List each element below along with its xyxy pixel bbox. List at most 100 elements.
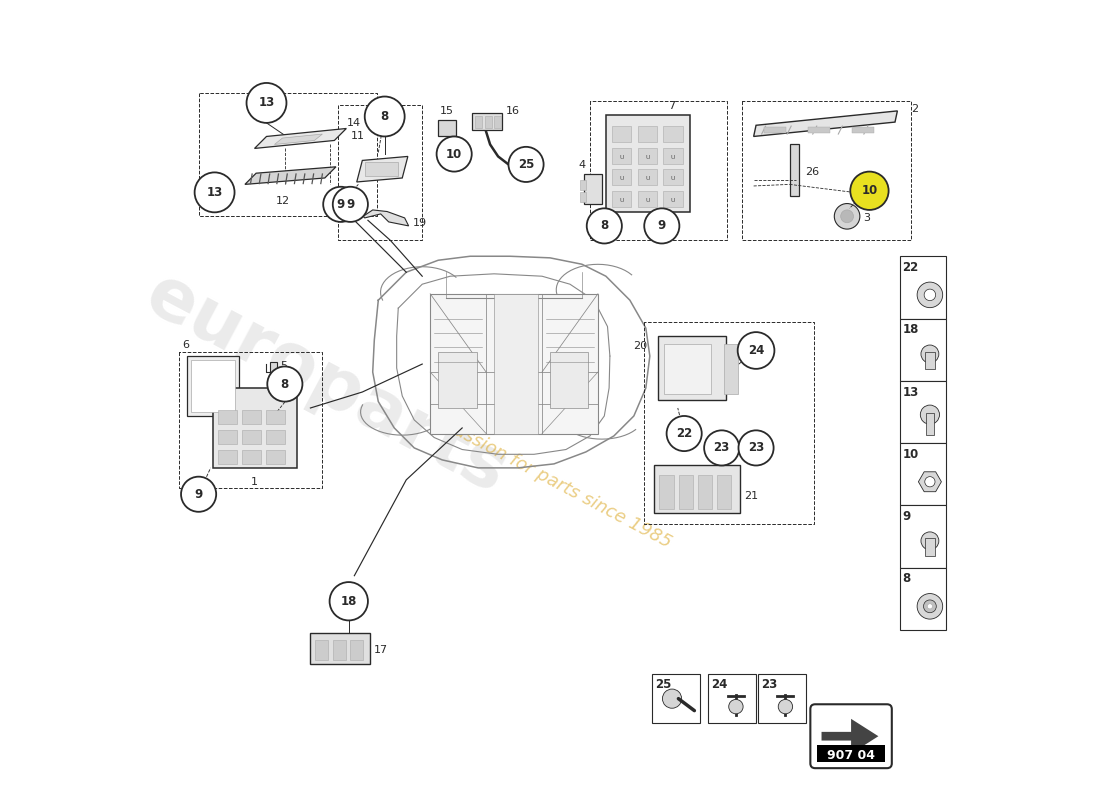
Bar [333,639,345,659]
Bar [900,568,946,630]
Bar [900,506,946,568]
Circle shape [834,203,860,229]
Text: 25: 25 [518,158,535,171]
Bar [664,344,711,394]
Text: 23: 23 [714,442,729,454]
Circle shape [246,83,286,123]
Bar [218,430,236,444]
Text: 18: 18 [902,323,918,336]
Bar [271,362,277,382]
Bar [187,356,239,416]
Bar [900,318,946,381]
Bar [724,344,738,394]
Bar [242,450,261,464]
Bar [758,674,805,723]
Text: 12: 12 [275,195,289,206]
Circle shape [330,582,367,621]
Bar [430,294,598,434]
Bar [638,126,657,142]
Bar [550,352,588,408]
Text: 26: 26 [805,167,820,178]
Text: U: U [646,176,650,182]
Text: 21: 21 [744,491,758,501]
Bar [190,360,234,412]
Bar [790,145,800,196]
Text: 14: 14 [348,118,362,129]
FancyBboxPatch shape [811,704,892,768]
Text: U: U [619,176,624,182]
Bar [613,148,631,164]
Text: 7: 7 [668,101,675,111]
Bar [494,294,538,434]
Circle shape [333,186,367,222]
Bar [266,410,285,424]
Circle shape [738,430,773,466]
Bar [663,190,683,206]
Polygon shape [254,129,346,149]
Bar [316,639,328,659]
Text: 9: 9 [658,219,666,233]
Text: 15: 15 [440,106,454,117]
Text: 10: 10 [446,147,462,161]
Circle shape [924,289,936,301]
Bar [697,475,712,509]
Text: U: U [671,176,675,182]
Bar [613,126,631,142]
Circle shape [365,97,405,137]
Bar [438,352,476,408]
Bar [638,190,657,206]
Bar [900,256,946,318]
Circle shape [917,594,943,619]
Bar [584,174,602,204]
Circle shape [667,416,702,451]
Circle shape [778,699,793,714]
Circle shape [927,604,933,609]
Circle shape [738,332,774,369]
Text: 24: 24 [712,678,728,691]
Text: 16: 16 [506,106,520,117]
Text: 25: 25 [656,678,672,691]
Bar [213,388,297,468]
Text: 22: 22 [902,261,918,274]
Circle shape [645,208,680,243]
Text: U: U [671,154,675,160]
Text: 17: 17 [374,645,388,655]
Circle shape [586,208,622,243]
Bar [606,115,690,212]
Text: 20: 20 [634,341,648,350]
Text: a passion for parts since 1985: a passion for parts since 1985 [426,408,674,552]
Bar [475,116,482,129]
Polygon shape [363,210,408,226]
Circle shape [921,405,939,424]
Bar [900,381,946,443]
Text: 1: 1 [251,478,258,487]
Bar [925,538,935,556]
Polygon shape [356,157,408,182]
Bar [653,466,740,514]
Text: 9: 9 [337,198,345,211]
Text: 19: 19 [412,218,427,228]
Text: 907 04: 907 04 [827,749,876,762]
Bar [266,450,285,464]
Circle shape [917,282,943,308]
Circle shape [924,600,936,613]
Bar [764,127,786,134]
Circle shape [437,137,472,171]
Text: 5: 5 [280,361,287,370]
Bar [580,180,586,190]
Circle shape [840,210,854,222]
Bar [717,475,732,509]
Text: 13: 13 [258,97,275,110]
Bar [266,430,285,444]
Bar [494,116,502,129]
Text: 9: 9 [195,488,202,501]
Text: 4: 4 [579,160,585,170]
Circle shape [323,186,359,222]
Text: 11: 11 [350,131,364,142]
Circle shape [921,345,938,363]
Bar [365,162,398,176]
Polygon shape [918,472,942,492]
Bar [613,190,631,206]
Polygon shape [275,134,322,145]
Bar [310,633,371,663]
